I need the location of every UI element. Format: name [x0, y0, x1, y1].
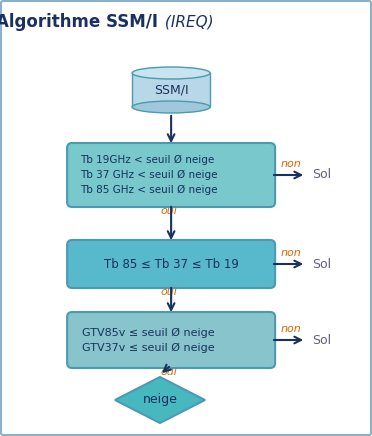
- Ellipse shape: [132, 67, 210, 79]
- Polygon shape: [115, 377, 205, 423]
- Text: Sol: Sol: [312, 258, 331, 270]
- Text: SSM/I: SSM/I: [154, 84, 189, 96]
- Bar: [132, 73, 210, 107]
- Text: oui: oui: [161, 367, 177, 377]
- Text: Sol: Sol: [312, 168, 331, 181]
- FancyBboxPatch shape: [67, 143, 275, 207]
- Text: Sol: Sol: [312, 334, 331, 347]
- FancyBboxPatch shape: [67, 240, 275, 288]
- Text: GTV37v ≤ seuil Ø neige: GTV37v ≤ seuil Ø neige: [82, 342, 215, 353]
- Text: GTV85v ≤ seuil Ø neige: GTV85v ≤ seuil Ø neige: [82, 327, 215, 337]
- Text: Tb 85 GHz < seuil Ø neige: Tb 85 GHz < seuil Ø neige: [80, 185, 218, 195]
- Text: non: non: [280, 324, 301, 334]
- Text: Tb 37 GHz < seuil Ø neige: Tb 37 GHz < seuil Ø neige: [80, 170, 218, 180]
- Text: Algorithme SSM/I: Algorithme SSM/I: [0, 13, 158, 31]
- Text: non: non: [280, 159, 301, 169]
- Text: neige: neige: [142, 394, 177, 406]
- Text: oui: oui: [161, 287, 177, 297]
- FancyBboxPatch shape: [67, 312, 275, 368]
- Text: oui: oui: [161, 206, 177, 216]
- Text: Tb 85 ≤ Tb 37 ≤ Tb 19: Tb 85 ≤ Tb 37 ≤ Tb 19: [104, 258, 238, 270]
- Ellipse shape: [132, 101, 210, 113]
- Text: (IREQ): (IREQ): [160, 14, 214, 30]
- Text: Tb 19GHz < seuil Ø neige: Tb 19GHz < seuil Ø neige: [80, 155, 214, 165]
- Text: non: non: [280, 248, 301, 258]
